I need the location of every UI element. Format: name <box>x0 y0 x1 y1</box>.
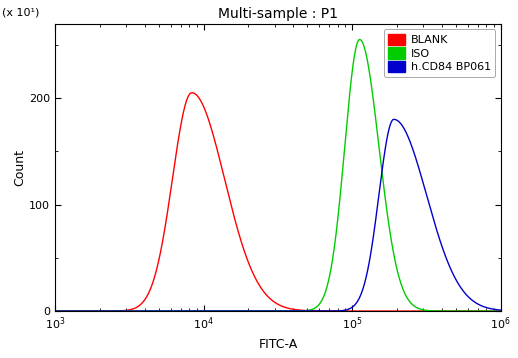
BLANK <box>223 183 229 188</box>
Title: Multi-sample : P1: Multi-sample : P1 <box>218 7 338 21</box>
BLANK <box>130 307 136 311</box>
h.CD84 BP061 <box>391 117 397 121</box>
h.CD84 BP061 <box>489 307 495 311</box>
Text: (x 10¹): (x 10¹) <box>2 8 39 18</box>
h.CD84 BP061 <box>441 250 447 255</box>
BLANK <box>489 309 495 313</box>
Legend: BLANK, ISO, h.CD84 BP061: BLANK, ISO, h.CD84 BP061 <box>384 29 495 77</box>
h.CD84 BP061 <box>103 309 109 313</box>
ISO <box>52 309 58 313</box>
BLANK <box>498 309 504 313</box>
h.CD84 BP061 <box>498 308 504 312</box>
BLANK <box>242 252 249 257</box>
BLANK <box>189 91 195 95</box>
h.CD84 BP061 <box>242 309 249 313</box>
Line: h.CD84 BP061: h.CD84 BP061 <box>55 119 501 311</box>
Line: ISO: ISO <box>55 39 501 311</box>
h.CD84 BP061 <box>52 309 58 313</box>
ISO <box>130 309 136 313</box>
ISO <box>441 309 447 313</box>
X-axis label: FITC-A: FITC-A <box>258 338 297 351</box>
ISO <box>223 309 229 313</box>
ISO <box>498 309 504 313</box>
BLANK <box>441 309 447 313</box>
ISO <box>356 37 363 42</box>
BLANK <box>103 309 109 313</box>
h.CD84 BP061 <box>223 309 229 313</box>
BLANK <box>52 309 58 313</box>
Line: BLANK: BLANK <box>55 93 501 311</box>
Y-axis label: Count: Count <box>13 149 26 186</box>
ISO <box>489 309 495 313</box>
h.CD84 BP061 <box>130 309 136 313</box>
ISO <box>242 309 249 313</box>
ISO <box>103 309 109 313</box>
